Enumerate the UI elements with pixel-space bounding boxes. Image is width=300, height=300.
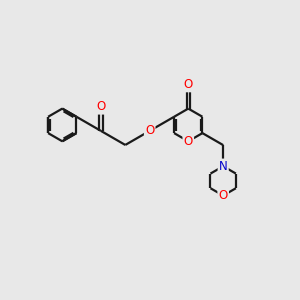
Text: O: O [184, 78, 193, 91]
Text: N: N [219, 160, 228, 173]
Text: O: O [184, 135, 193, 148]
Text: O: O [219, 189, 228, 202]
Text: O: O [96, 100, 106, 113]
Text: O: O [145, 124, 154, 137]
